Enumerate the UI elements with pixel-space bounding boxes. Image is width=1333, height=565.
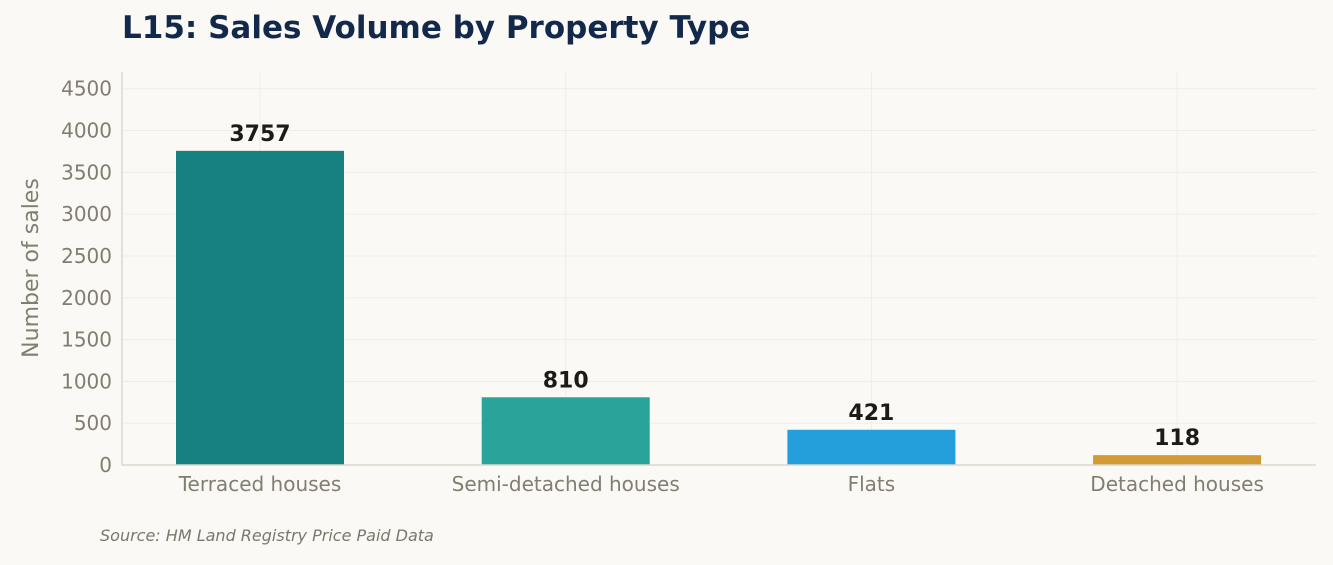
bar-semi-detached-houses	[481, 397, 650, 465]
x-tick-label: Semi-detached houses	[452, 472, 680, 496]
y-tick-label: 4000	[61, 119, 112, 143]
y-tick-label: 0	[99, 453, 112, 477]
bar-value-label: 421	[848, 401, 894, 426]
bars	[176, 150, 1262, 466]
bar-value-label: 118	[1154, 426, 1200, 451]
y-axis-title: Number of sales	[19, 178, 44, 358]
y-tick-label: 500	[74, 411, 112, 435]
chart-title: L15: Sales Volume by Property Type	[122, 10, 751, 46]
y-tick-label: 1500	[61, 328, 112, 352]
x-tick-label: Terraced houses	[178, 472, 342, 496]
y-tick-label: 1000	[61, 369, 112, 393]
data-labels: 3757 810 421 118	[229, 122, 1200, 451]
x-tick-label: Flats	[848, 472, 896, 496]
axes: 0 500 1000 1500 2000 2500 3000 3500 4000 4500 Terr…	[61, 72, 1316, 496]
y-tick-label: 3000	[61, 202, 112, 226]
bar-detached-houses	[1093, 455, 1262, 465]
y-tick-label: 2000	[61, 286, 112, 310]
bar-value-label: 810	[543, 368, 589, 393]
y-tick-label: 3500	[61, 160, 112, 184]
bar-value-label: 3757	[229, 122, 290, 147]
source-note: Source: HM Land Registry Price Paid Data	[100, 526, 434, 545]
bar-flats	[787, 429, 956, 465]
x-tick-label: Detached houses	[1090, 472, 1264, 496]
y-tick-label: 2500	[61, 244, 112, 268]
bar-terraced-houses	[176, 150, 344, 466]
y-tick-label: 4500	[61, 77, 112, 101]
